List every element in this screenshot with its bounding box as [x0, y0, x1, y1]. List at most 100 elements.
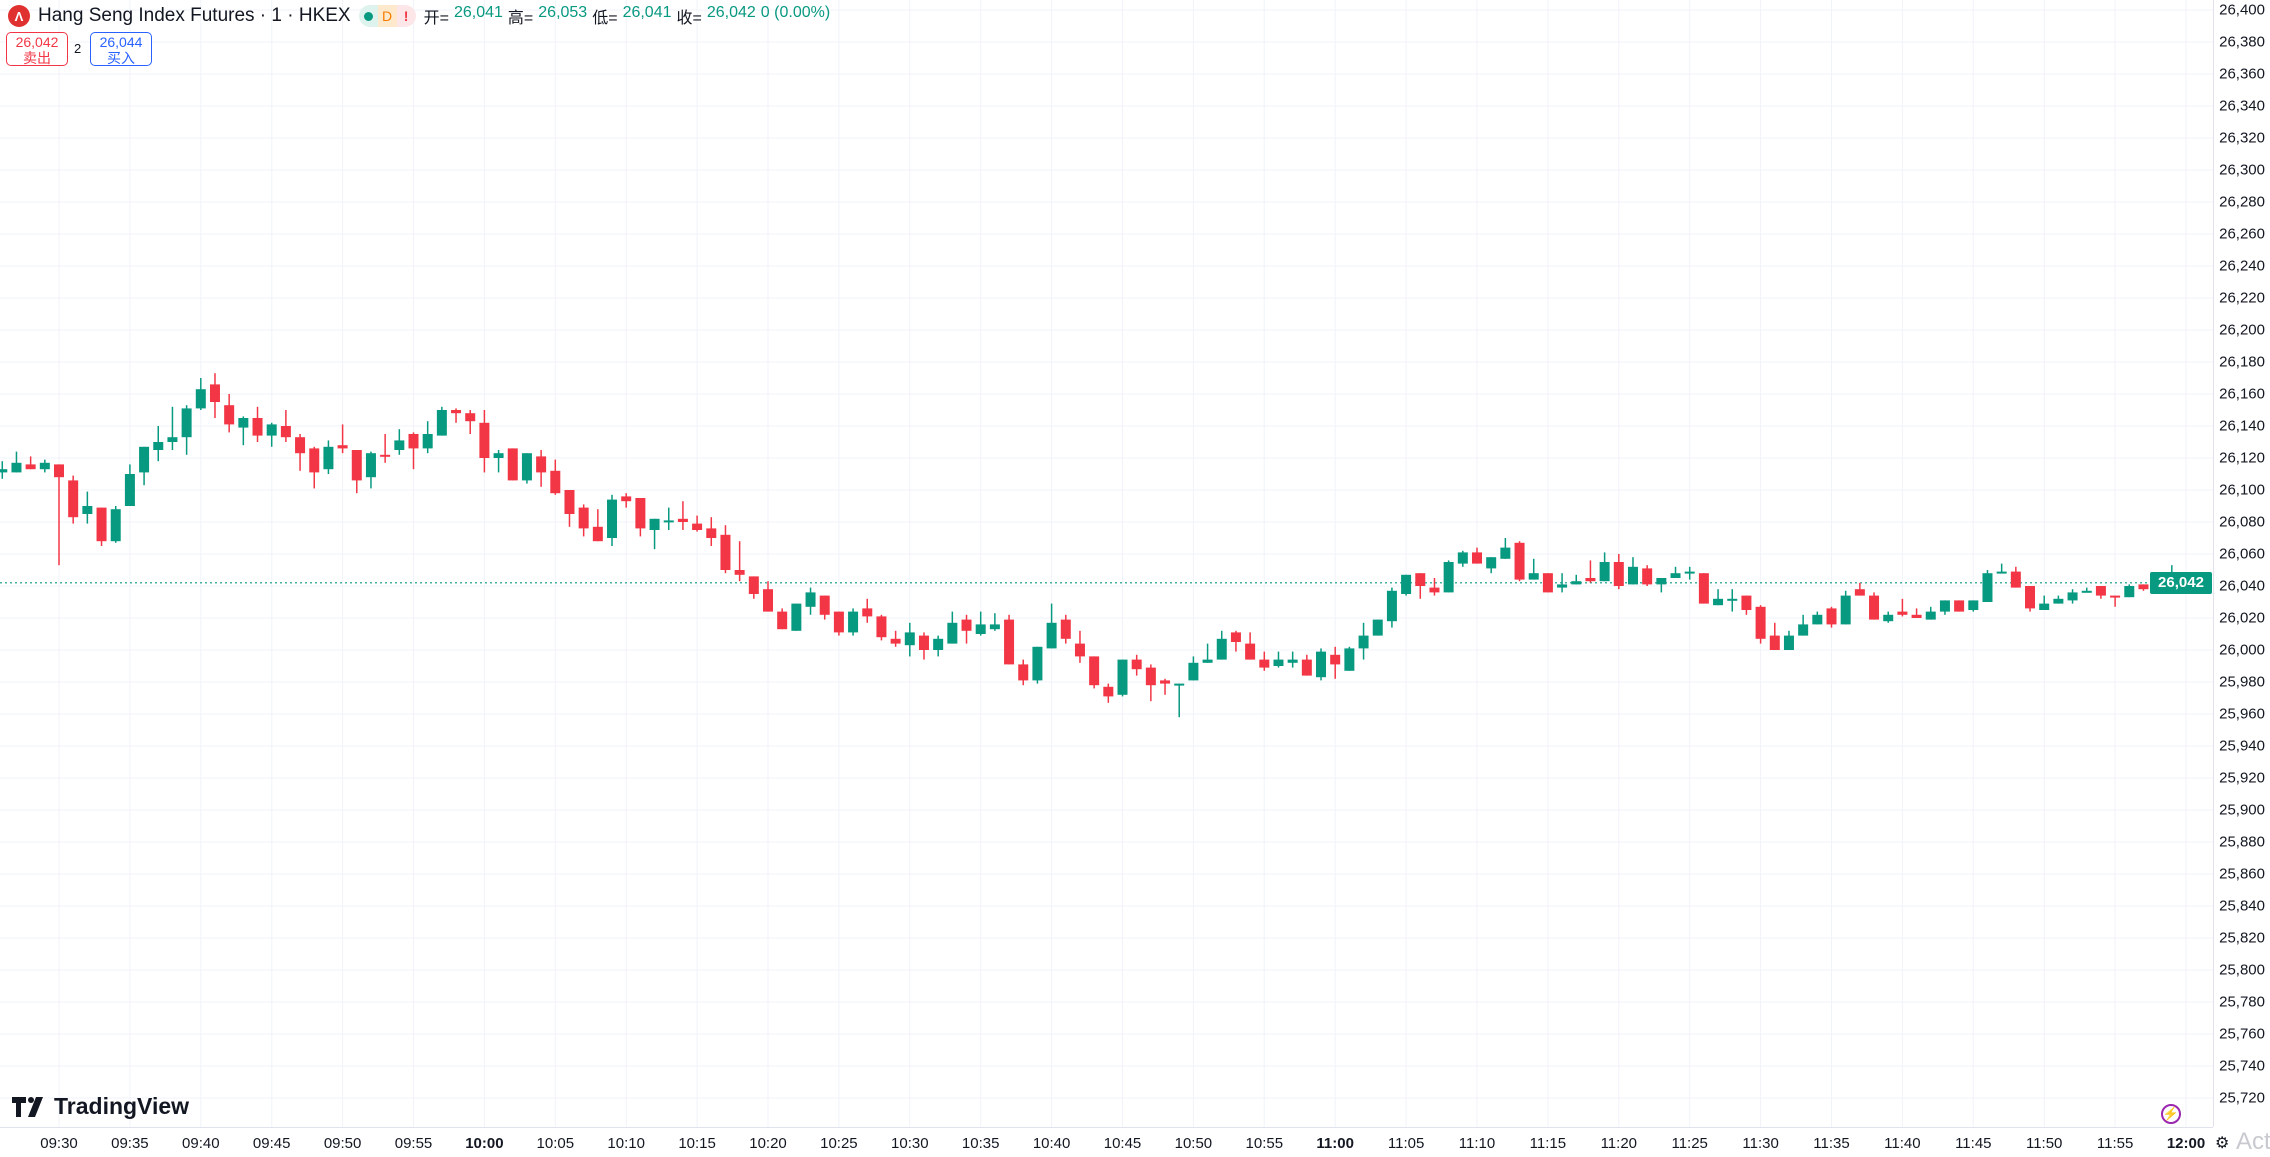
candle-body: [777, 611, 788, 630]
candle-body: [2025, 586, 2036, 609]
candle-down: [2010, 566, 2021, 588]
price-tick-label: 26,020: [2219, 609, 2265, 627]
candle-body: [1897, 611, 1908, 615]
candle-down: [1585, 560, 1596, 583]
candle-body: [1755, 606, 1766, 639]
candle-body: [1131, 659, 1142, 670]
candle-down: [578, 504, 589, 537]
candle-up: [805, 587, 816, 615]
high-label: 高=: [507, 10, 534, 27]
candle-down: [1301, 654, 1312, 676]
candle-body: [451, 410, 462, 414]
candle-body: [1727, 598, 1738, 601]
close-label: 收=: [676, 10, 702, 27]
candle-up: [848, 608, 859, 636]
time-tick-label: 10:55: [1245, 1135, 1284, 1152]
time-tick-label: 10:20: [749, 1135, 787, 1152]
candle-up: [1500, 538, 1511, 559]
candle-down: [252, 406, 263, 442]
candle-body: [734, 570, 745, 575]
time-tick-label: 09:40: [182, 1135, 220, 1152]
market-status-pill[interactable]: D !: [358, 5, 416, 27]
candle-body: [975, 624, 986, 634]
candlestick-chart[interactable]: [0, 0, 2213, 1127]
candle-up: [663, 507, 674, 530]
tradingview-logo[interactable]: TradingView: [12, 1093, 189, 1120]
candle-body: [1202, 659, 1213, 663]
candle-up: [1684, 566, 1695, 580]
candle-down: [2025, 586, 2036, 612]
price-tick-label: 26,040: [2219, 577, 2265, 595]
candle-down: [380, 434, 391, 463]
buy-button[interactable]: 26,044 买入: [90, 32, 152, 66]
candle-body: [309, 448, 320, 473]
candle-up: [1599, 552, 1610, 582]
candle-down: [677, 501, 688, 530]
candle-body: [1528, 573, 1539, 580]
candle-up: [365, 451, 376, 489]
candle-down: [1854, 582, 1865, 596]
symbol-title[interactable]: Hang Seng Index Futures · 1 · HKEX: [38, 5, 351, 26]
candle-body: [961, 619, 972, 631]
candle-down: [1897, 598, 1908, 617]
candle-body: [1443, 562, 1454, 593]
candle-down: [1769, 622, 1780, 650]
time-tick-label: 10:05: [536, 1135, 575, 1152]
time-tick-label: 10:25: [820, 1135, 858, 1152]
candle-up: [1046, 603, 1057, 649]
candle-body: [195, 389, 206, 409]
candle-down: [1472, 547, 1482, 564]
candle-body: [1004, 619, 1015, 665]
candle-down: [763, 581, 773, 612]
candle-up: [2067, 589, 2078, 604]
candle-body: [1287, 659, 1298, 663]
candle-body: [1316, 651, 1327, 678]
tradingview-logo-icon: [12, 1096, 43, 1117]
candle-down: [1330, 646, 1341, 679]
candle-up: [521, 453, 532, 484]
time-tick-label: 10:50: [1174, 1135, 1213, 1152]
price-tick-label: 25,780: [2219, 993, 2265, 1011]
candle-body: [1145, 667, 1156, 686]
candle-body: [706, 528, 717, 538]
time-axis[interactable]: 09:30 09:35 09:40 09:45 09:50 09:55 10:00 10:05…: [0, 1127, 2213, 1157]
candle-body: [1883, 614, 1894, 622]
candle-body: [692, 523, 703, 530]
ohlc-values: 开= 26,041 高= 26,053 低= 26,041 收= 26,042 0 (0…: [424, 4, 831, 28]
candle-down: [465, 410, 476, 434]
candle-body: [819, 595, 830, 615]
price-tick-label: 25,980: [2219, 673, 2265, 691]
candle-body: [663, 520, 674, 523]
candle-up: [1032, 646, 1043, 684]
price-axis[interactable]: 26,400 26,380 26,360 26,340 26,320 26,300 26,2…: [2213, 0, 2270, 1127]
candle-up: [139, 446, 150, 486]
candle-up: [493, 450, 504, 473]
sell-price: 26,042: [15, 34, 59, 50]
candle-up: [791, 603, 802, 631]
candle-down: [621, 493, 632, 508]
candle-down: [54, 464, 64, 566]
candle-body: [1557, 584, 1568, 588]
sell-button[interactable]: 26,042 卖出: [6, 32, 68, 66]
price-tick-label: 26,300: [2219, 161, 2265, 179]
spread-value: 2: [74, 41, 82, 56]
candle-body: [1230, 632, 1241, 642]
time-tick-label: 10:40: [1032, 1135, 1071, 1152]
candle-body: [1117, 659, 1128, 695]
time-tick-label: 10:30: [891, 1135, 929, 1152]
candle-up: [1174, 683, 1185, 718]
candle-up: [1812, 611, 1823, 625]
candle-down: [1542, 573, 1553, 593]
candle-body: [1330, 654, 1341, 665]
candle-down: [1741, 595, 1752, 615]
candle-body: [805, 592, 816, 607]
price-tick-label: 26,380: [2219, 33, 2265, 51]
time-tick-label: 11:30: [1742, 1135, 1779, 1152]
hkex-logo-icon: Λ: [8, 5, 30, 27]
candle-down: [280, 410, 291, 442]
settings-gear-icon[interactable]: ⚙: [2215, 1135, 2230, 1152]
candle-down: [833, 611, 844, 636]
candle-up: [1968, 600, 1979, 612]
lightning-icon[interactable]: ⚡: [2161, 1104, 2181, 1124]
candle-body: [763, 589, 773, 612]
